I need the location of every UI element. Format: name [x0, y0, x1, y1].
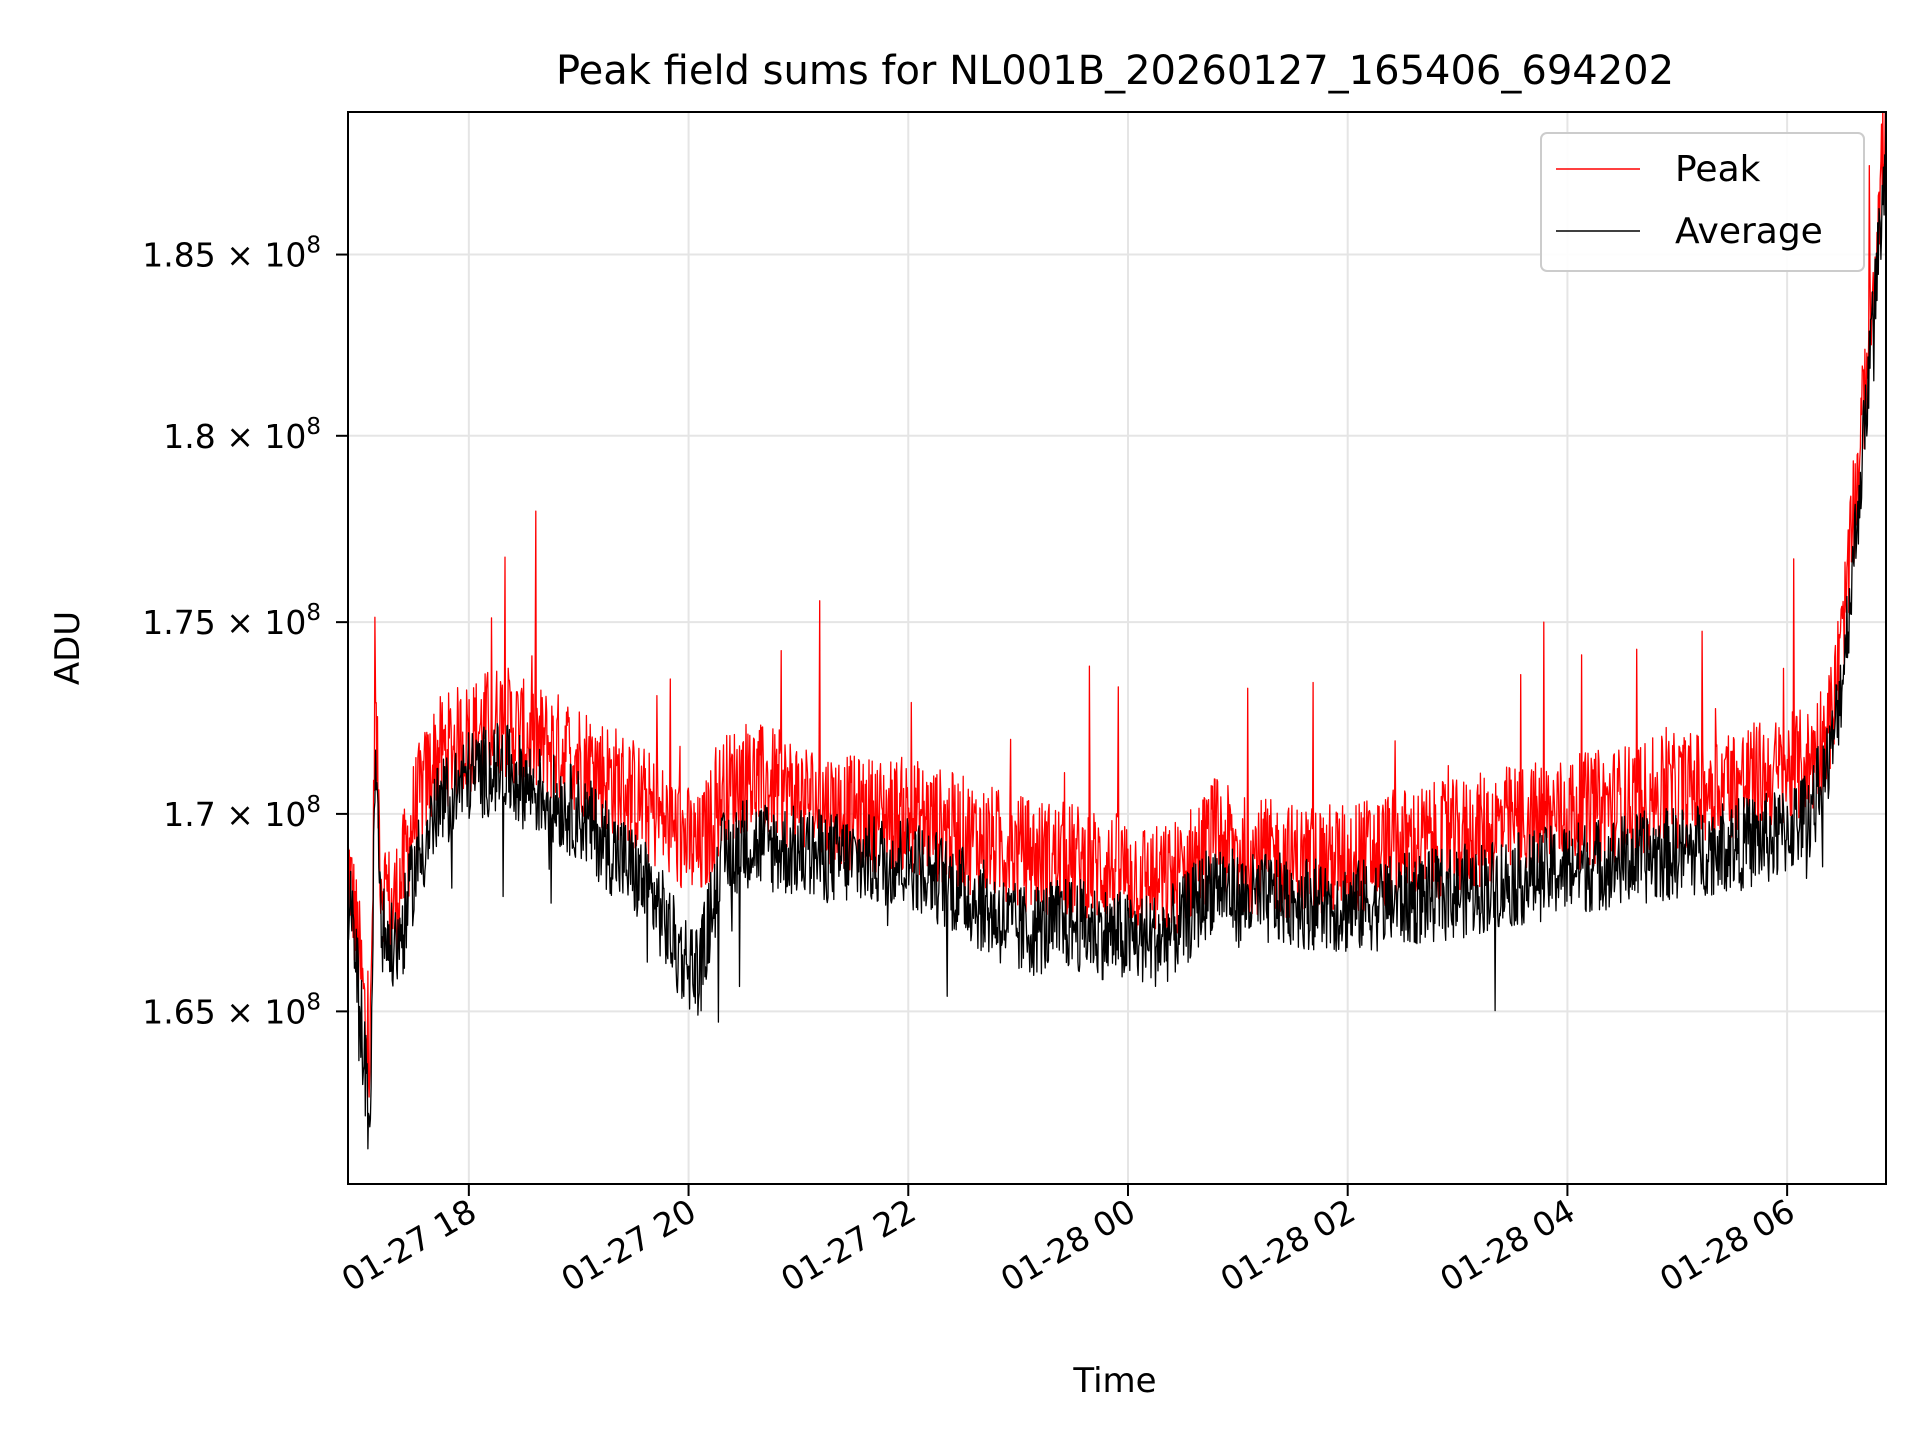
y-axis-label: ADU [48, 611, 88, 685]
chart-title: Peak field sums for NL001B_20260127_1654… [556, 48, 1674, 94]
plot-area [347, 111, 1887, 1185]
peak-series-line [348, 112, 1886, 1098]
legend-peak-label: Peak [1675, 149, 1761, 190]
legend: Peak Average [1540, 132, 1865, 272]
x-axis-label: Time [1072, 1361, 1156, 1401]
y-tick-label: 1.8 × 108 [163, 414, 321, 456]
y-axis: 1.65 × 108 1.7 × 108 1.75 × 108 1.8 × 108 1.… [142, 233, 348, 1031]
average-series-line [348, 154, 1886, 1150]
y-tick-label: 1.75 × 108 [142, 600, 321, 642]
y-tick-label: 1.85 × 108 [142, 233, 321, 275]
legend-box [1540, 132, 1865, 272]
legend-average-label: Average [1675, 211, 1823, 252]
y-tick-label: 1.7 × 108 [163, 792, 321, 834]
axes-frame [347, 111, 1887, 1185]
grid [348, 112, 1886, 1184]
series-layer [348, 112, 1886, 1150]
y-tick-label: 1.65 × 108 [142, 989, 321, 1031]
